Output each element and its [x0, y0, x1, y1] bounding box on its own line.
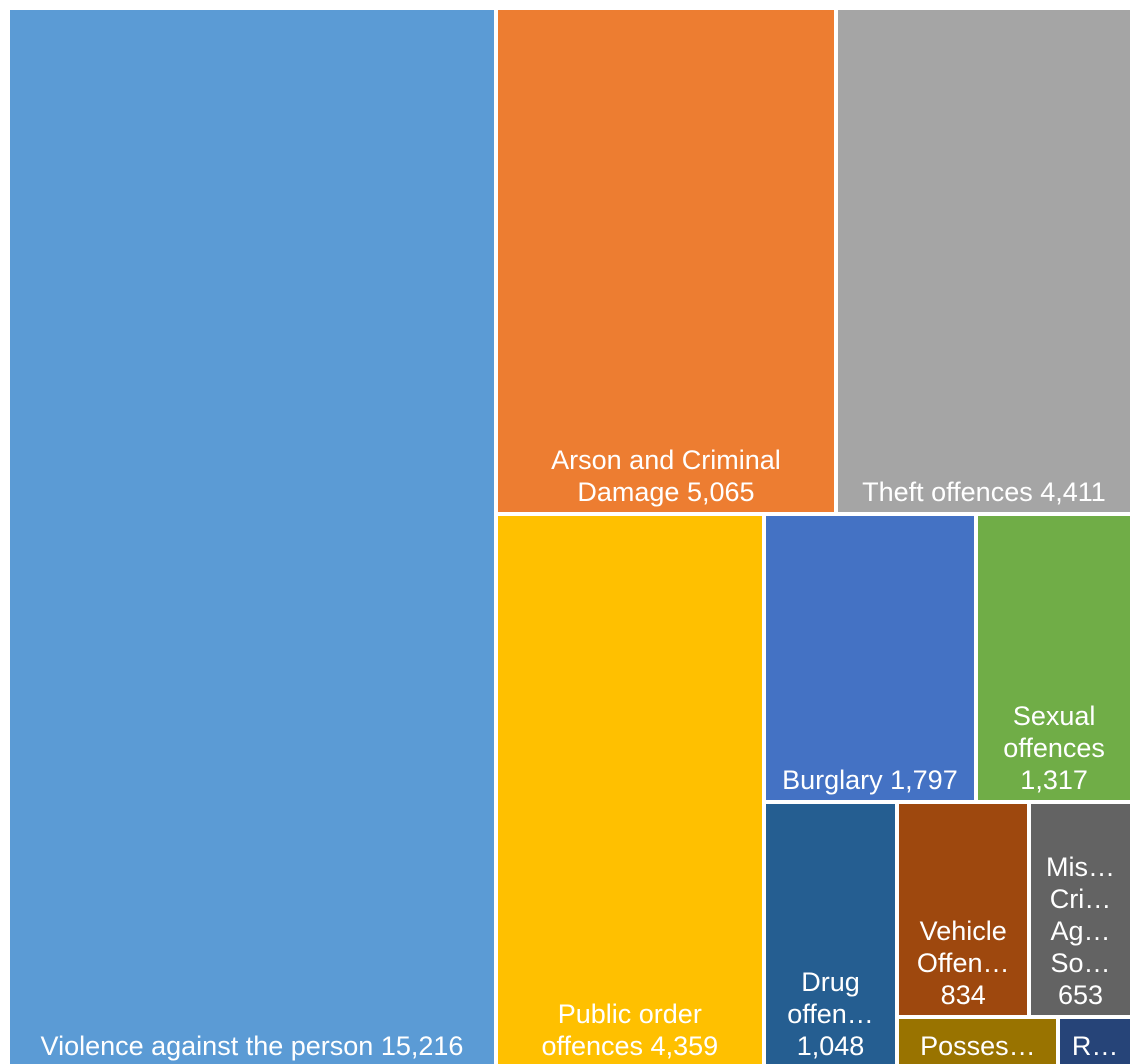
cell-label: Vehicle Offen… 834 — [899, 915, 1027, 1015]
cell-label: Public order offences 4,359 — [498, 998, 762, 1064]
value-label: 15,216 — [380, 1031, 464, 1061]
treemap-cell: Public order offences 4,359 — [497, 516, 762, 1064]
category-label: Posses… — [920, 1030, 1036, 1061]
category-label: R… — [1071, 1030, 1119, 1061]
value-label: 4,411 — [1040, 477, 1106, 508]
cell-label: Arson and Criminal Damage 5,065 — [498, 444, 834, 512]
cell-label: R… — [1064, 1030, 1127, 1064]
treemap-cell: Drug offen… 1,048 — [765, 803, 896, 1064]
category-label: Theft offences — [862, 477, 1033, 508]
category-label: Burglary — [782, 764, 883, 795]
cell-label: Burglary 1,797 — [774, 764, 966, 800]
treemap-cell: R… — [1060, 1019, 1130, 1064]
treemap-cell: Arson and Criminal Damage 5,065 — [497, 10, 834, 513]
category-label: Mis… Cri… Ag… So… — [1045, 852, 1115, 979]
cell-label: Drug offen… 1,048 — [766, 966, 896, 1064]
value-label: 1,797 — [890, 764, 958, 795]
cell-label: Posses… — [912, 1030, 1044, 1064]
category-label: Vehicle Offen… — [916, 916, 1010, 979]
value-label: 4,359 — [650, 1030, 719, 1061]
cell-label: Violence against the person 15,216 — [33, 1030, 472, 1064]
value-label: 653 — [1057, 980, 1104, 1011]
value-label: 834 — [940, 980, 986, 1011]
value-label: 1,317 — [1020, 764, 1088, 795]
cell-label: Theft offences 4,411 — [854, 476, 1114, 512]
category-label: Drug offen… — [787, 966, 874, 1029]
treemap-cell: Theft offences 4,411 — [837, 10, 1130, 513]
value-label: 5,065 — [686, 477, 755, 508]
category-label: Sexual offences — [1003, 700, 1105, 763]
cell-label: Sexual offences 1,317 — [978, 700, 1130, 800]
treemap-cell: Vehicle Offen… 834 — [899, 803, 1027, 1016]
cell-label: Mis… Cri… Ag… So… 653 — [1031, 851, 1130, 1015]
category-label: Arson and Criminal Damage — [551, 445, 781, 508]
treemap-cell: Sexual offences 1,317 — [978, 516, 1130, 800]
category-label: Violence against the person — [40, 1031, 374, 1061]
category-label: Public order offences — [541, 998, 702, 1061]
treemap-cell: Burglary 1,797 — [765, 516, 975, 800]
value-label: 1,048 — [796, 1030, 865, 1061]
treemap-cell: Posses… — [899, 1019, 1057, 1064]
treemap-cell: Violence against the person 15,216 — [10, 10, 494, 1064]
treemap-cell: Mis… Cri… Ag… So… 653 — [1030, 803, 1130, 1016]
